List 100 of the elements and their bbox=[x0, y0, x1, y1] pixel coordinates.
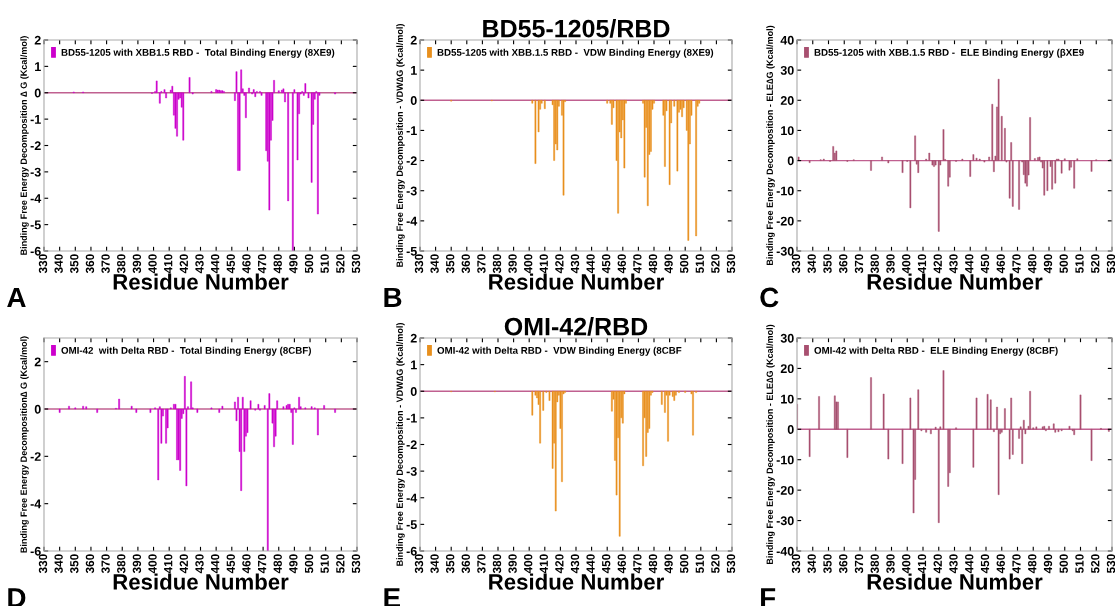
y-tick-label: 10 bbox=[781, 394, 794, 404]
y-axis-title: Binding Free Energy Decomposition ∆ G (Kcal/mol) bbox=[20, 36, 29, 255]
y-tick-label: 0 bbox=[34, 88, 41, 98]
x-tick-label: 450 bbox=[980, 554, 990, 574]
y-tick-label: -4 bbox=[406, 216, 418, 226]
x-tick-label: 420 bbox=[179, 554, 189, 574]
x-tick-label: 490 bbox=[664, 254, 673, 274]
y-tick-label: 0 bbox=[410, 96, 417, 105]
x-tick-label: 330 bbox=[791, 254, 801, 274]
x-tick-label: 350 bbox=[446, 554, 455, 574]
x-tick-label: 530 bbox=[351, 254, 361, 274]
x-tick-label: 510 bbox=[695, 554, 704, 574]
x-axis-title: Residue Number bbox=[489, 273, 664, 290]
legend-label: BD55-1205 with XBB.1.5 RBD - VDW Binding Energy (8XE9) bbox=[437, 48, 714, 58]
y-tick-label: 1 bbox=[411, 66, 417, 75]
x-tick-label: 530 bbox=[1106, 254, 1115, 274]
x-tick-label: 400 bbox=[148, 254, 157, 274]
y-tick-label: -3 bbox=[30, 167, 41, 177]
x-tick-label: 470 bbox=[633, 254, 642, 274]
legend-label: BD55-1205 with XBB.1.5 RBD - ELE Binding Energy (βXE9 bbox=[814, 48, 1084, 58]
x-tick-label: 530 bbox=[726, 554, 736, 574]
x-tick-label: 380 bbox=[870, 554, 879, 574]
x-tick-label: 420 bbox=[933, 554, 942, 574]
x-tick-label: 370 bbox=[101, 554, 110, 574]
x-tick-label: 430 bbox=[949, 254, 958, 274]
x-tick-label: 360 bbox=[461, 254, 470, 274]
text: B bbox=[384, 287, 402, 307]
x-tick-label: 470 bbox=[257, 554, 267, 574]
x-tick-label: 440 bbox=[210, 254, 220, 274]
x-tick-label: 340 bbox=[430, 254, 439, 274]
x-tick-label: 480 bbox=[273, 254, 282, 274]
y-tick-label: -6 bbox=[406, 546, 417, 556]
x-tick-label: 520 bbox=[1091, 254, 1100, 274]
x-tick-label: 430 bbox=[570, 254, 580, 274]
x-tick-label: 440 bbox=[965, 554, 974, 574]
x-tick-label: 520 bbox=[336, 254, 345, 274]
x-tick-label: 530 bbox=[351, 554, 361, 574]
legend-label: OMI-42 with Delta RBD - Total Binding Energy (8CBF) bbox=[61, 346, 311, 356]
x-tick-label: 390 bbox=[508, 554, 517, 574]
y-tick-label: 2 bbox=[34, 357, 41, 367]
y-tick-label: -6 bbox=[30, 246, 41, 256]
x-tick-label: 440 bbox=[586, 554, 595, 574]
x-tick-label: 470 bbox=[633, 554, 642, 574]
y-tick-label: 0 bbox=[34, 404, 41, 414]
y-tick-label: 20 bbox=[780, 96, 794, 105]
x-tick-label: 450 bbox=[602, 254, 611, 274]
x-tick-label: 430 bbox=[195, 254, 204, 274]
x-tick-label: 510 bbox=[1075, 554, 1084, 574]
x-tick-label: 470 bbox=[1012, 254, 1021, 274]
x-axis-title: Residue Number bbox=[867, 273, 1043, 290]
x-tick-label: 410 bbox=[539, 254, 548, 274]
legend-label: OMI-42 with Delta RBD - ELE Binding Energy (8CBF) bbox=[814, 346, 1058, 356]
x-tick-label: 520 bbox=[711, 254, 720, 274]
y-tick-label: -4 bbox=[30, 194, 42, 203]
x-tick-label: 400 bbox=[524, 554, 533, 574]
x-tick-label: 490 bbox=[664, 554, 673, 574]
x-tick-label: 410 bbox=[917, 554, 927, 574]
x-tick-label: 330 bbox=[38, 254, 48, 274]
y-axis-title: Binding Free Energy Decomposition∆ G (Kcal/mol) bbox=[20, 336, 29, 553]
x-tick-label: 500 bbox=[680, 554, 689, 574]
x-tick-label: 460 bbox=[242, 254, 251, 274]
y-tick-label: -40 bbox=[776, 546, 794, 556]
y-tick-label: 30 bbox=[780, 333, 794, 343]
x-tick-label: 360 bbox=[85, 554, 95, 574]
x-tick-label: 450 bbox=[226, 254, 235, 274]
x-tick-label: 400 bbox=[902, 254, 911, 274]
y-tick-label: -20 bbox=[776, 485, 794, 495]
x-tick-label: 330 bbox=[414, 254, 424, 274]
x-tick-label: 440 bbox=[965, 254, 974, 274]
x-tick-label: 360 bbox=[839, 254, 848, 274]
y-tick-label: 1 bbox=[411, 360, 417, 370]
x-tick-label: 460 bbox=[996, 554, 1005, 574]
y-tick-label: -2 bbox=[406, 156, 417, 166]
x-tick-label: 510 bbox=[320, 554, 329, 574]
x-tick-label: 420 bbox=[555, 554, 564, 574]
y-tick-label: -4 bbox=[30, 499, 42, 509]
chart-title: BD55-1205/RBD bbox=[483, 19, 670, 38]
y-tick-label: 0 bbox=[787, 425, 794, 434]
y-tick-label: -3 bbox=[406, 466, 417, 476]
x-tick-label: 450 bbox=[602, 554, 611, 574]
y-tick-label: 1 bbox=[35, 62, 41, 71]
x-tick-label: 380 bbox=[492, 554, 502, 574]
x-tick-label: 360 bbox=[85, 254, 95, 274]
x-tick-label: 460 bbox=[617, 254, 626, 274]
y-tick-label: -30 bbox=[776, 246, 794, 256]
y-tick-label: -5 bbox=[406, 520, 417, 530]
x-tick-label: 410 bbox=[164, 254, 173, 274]
x-tick-label: 330 bbox=[38, 554, 48, 574]
y-axis-title: Binding Free Energy Decomposition - ELE∆G (Kcal/mol) bbox=[766, 324, 775, 565]
y-tick-label: -20 bbox=[776, 216, 794, 226]
x-tick-label: 500 bbox=[1059, 254, 1068, 274]
x-tick-label: 350 bbox=[70, 554, 79, 574]
x-axis-title: Residue Number bbox=[113, 273, 289, 290]
y-tick-label: -1 bbox=[30, 115, 41, 124]
x-tick-label: 460 bbox=[242, 554, 251, 574]
legend-label: BD55-1205 with XBB1.5 RBD - Total Binding Energy (8XE9) bbox=[61, 48, 335, 58]
x-tick-label: 490 bbox=[1043, 554, 1053, 574]
x-axis-title: Residue Number bbox=[489, 573, 664, 590]
y-tick-label: -3 bbox=[406, 186, 417, 196]
x-tick-label: 390 bbox=[508, 254, 517, 274]
